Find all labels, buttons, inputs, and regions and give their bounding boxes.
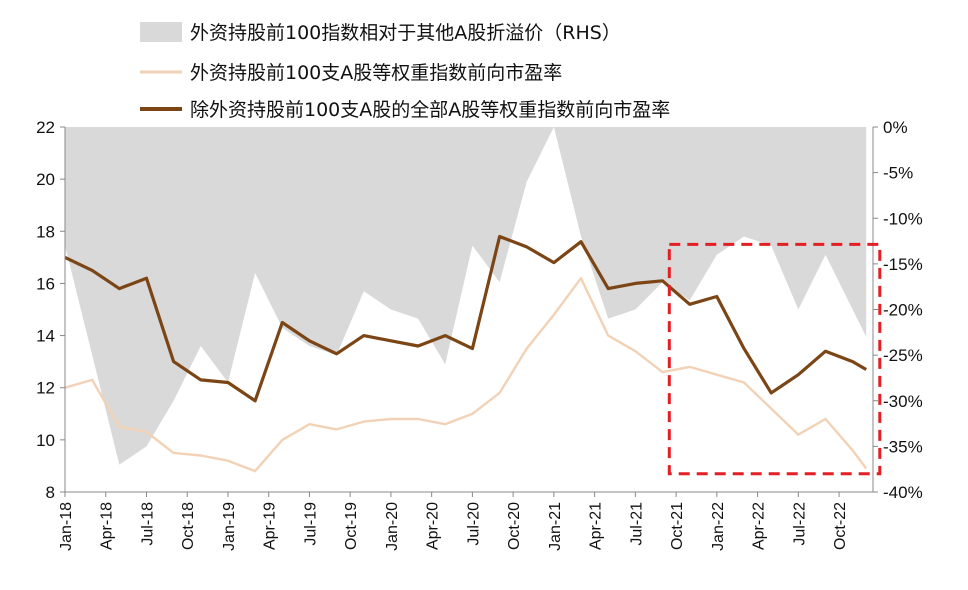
left-axis-tick-label: 18 [36,222,55,241]
pe-lines-layer [64,234,868,473]
highlight-box [667,242,882,476]
tick-labels: 22 20 18 16 14 12 10 8 0% -5% -10% -15% -20% -25% -30%… [36,118,923,551]
x-axis-tick-label: Jul-20 [465,502,482,546]
left-axis-tick-label: 16 [36,274,55,293]
right-axis-tick-label: -5% [883,164,913,183]
right-axis-tick-label: -20% [883,301,923,320]
x-axis-tick-label: Apr-22 [751,502,768,550]
top100-pe-line [64,277,868,473]
left-axis-tick-label: 12 [36,379,55,398]
highlight-box-layer [667,242,882,476]
legend: 外资持股前100指数相对于其他A股折溢价（RHS） 外资持股前100支A股等权重… [140,22,670,121]
premium-area-layer [65,127,867,465]
legend-label-top100: 外资持股前100支A股等权重指数前向市盈率 [190,62,562,84]
x-axis-tick-label: Oct-22 [832,502,849,550]
x-axis-tick-label: Oct-21 [669,502,686,550]
x-axis-tick-label: Apr-19 [262,502,279,550]
x-axis-tick-label: Apr-20 [425,502,442,550]
x-axis-tick-label: Jul-22 [791,502,808,546]
left-axis-tick-label: 14 [36,327,55,346]
right-axis-tick-label: -25% [883,346,923,365]
x-axis-tick-label: Oct-18 [180,502,197,550]
left-axis-tick-label: 10 [36,431,55,450]
x-axis-tick-label: Jan-22 [710,502,727,551]
x-axis-tick-label: Jan-18 [58,502,75,551]
premium-area [65,127,867,465]
x-axis-tick-label: Jul-19 [302,502,319,546]
x-axis-tick-label: Jan-20 [384,502,401,551]
x-axis-tick-label: Oct-19 [343,502,360,550]
rest-pe-line [64,234,868,403]
legend-label-rest: 除外资持股前100支A股的全部A股等权重指数前向市盈率 [190,99,670,121]
left-axis-tick-label: 8 [46,483,55,502]
x-axis-tick-label: Apr-21 [588,502,605,550]
x-axis-tick-label: Jul-21 [628,502,645,546]
right-axis-tick-label: -10% [883,209,923,228]
x-axis-tick-label: Oct-20 [506,502,523,550]
left-axis-tick-label: 22 [36,118,55,137]
right-axis-tick-label: -40% [883,483,923,502]
legend-label-premium: 外资持股前100指数相对于其他A股折溢价（RHS） [190,22,621,44]
x-axis-tick-label: Jul-18 [139,502,156,546]
right-axis-tick-label: -15% [883,255,923,274]
legend-swatch-premium [140,22,182,42]
x-axis-tick-label: Apr-18 [99,502,116,550]
right-axis-tick-label: 0% [883,118,908,137]
left-axis-tick-label: 20 [36,170,55,189]
right-axis-tick-label: -35% [883,437,923,456]
x-axis-tick-label: Jan-19 [221,502,238,551]
x-axis-tick-label: Jan-21 [547,502,564,551]
right-axis-tick-label: -30% [883,392,923,411]
